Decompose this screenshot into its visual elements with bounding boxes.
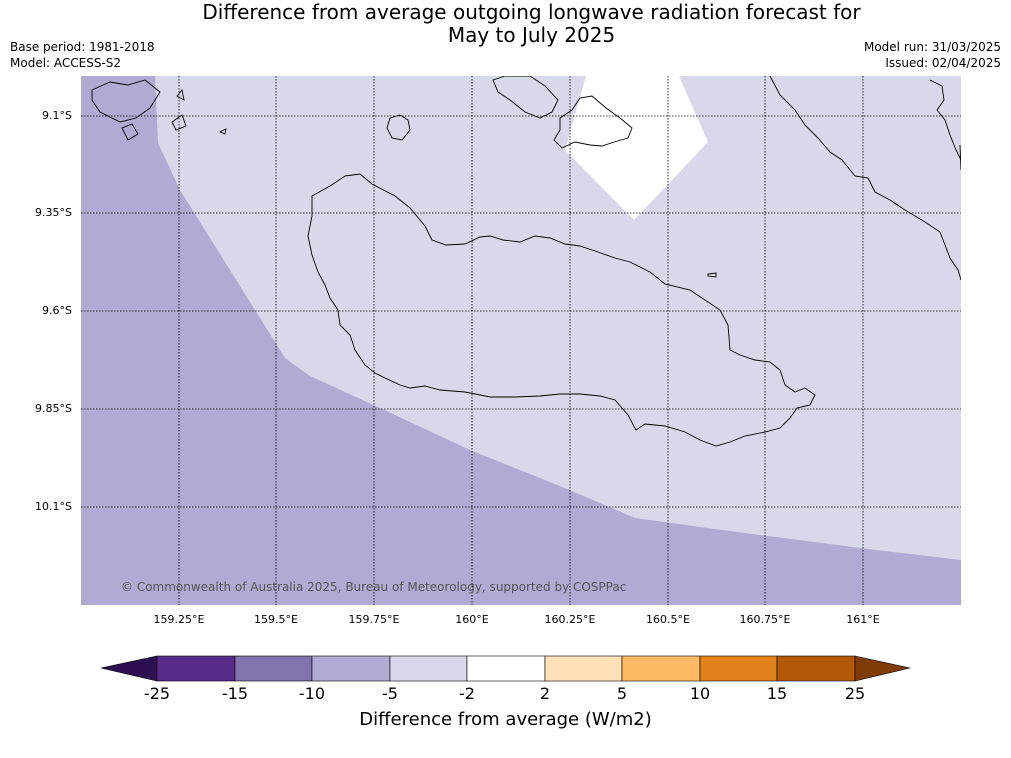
grid-lines <box>81 76 961 605</box>
colorbar-bin-4 <box>389 655 468 682</box>
colorbar-tick-label: -10 <box>298 684 326 703</box>
colorbar-bin-1 <box>156 655 236 682</box>
colorbar-label: Difference from average (W/m2) <box>359 709 652 730</box>
colorbar-bin-7 <box>621 655 701 682</box>
lon-tick-label: 159.75°E <box>348 613 400 626</box>
lon-tick-label: 160.5°E <box>646 613 690 626</box>
region-minus5-to-minus2 <box>155 76 961 560</box>
lat-tick-label: 9.35°S <box>35 206 72 219</box>
colorbar-bin-8 <box>699 655 778 682</box>
model-name: Model: ACCESS-S2 <box>10 56 122 70</box>
colorbar-extend-low <box>100 655 158 682</box>
colorbar-bin-6 <box>544 655 623 682</box>
colorbar-tick-label: -25 <box>143 684 171 703</box>
lat-tick-label: 9.1°S <box>42 109 72 122</box>
coast-malaita-north <box>929 79 961 161</box>
lat-tick-label: 9.85°S <box>35 402 72 415</box>
colorbar-bin-5 <box>466 655 546 682</box>
island-small <box>386 114 411 141</box>
colorbar-tick-label: -2 <box>459 684 475 703</box>
lat-tick-label: 9.6°S <box>42 304 72 317</box>
colorbar-bin-9 <box>776 655 856 682</box>
colorbar-tick-label: -15 <box>221 684 249 703</box>
colorbar-bin-3 <box>311 655 391 682</box>
colorbar-tick-label: 2 <box>539 684 551 703</box>
colorbar-extend-high <box>854 655 911 682</box>
colorbar-tick-label: 15 <box>766 684 788 703</box>
coast-malaita <box>769 76 961 281</box>
map-title-line2: May to July 2025 <box>447 23 616 47</box>
region-minus2-to-2 <box>565 76 708 220</box>
colorbar-tick-label: 10 <box>689 684 711 703</box>
colorbar <box>100 655 911 682</box>
map-title-line1: Difference from average outgoing longwav… <box>202 0 861 24</box>
lon-tick-label: 160.25°E <box>544 613 596 626</box>
lat-tick-label: 10.1°S <box>35 500 72 513</box>
lon-tick-label: 161°E <box>846 613 880 626</box>
lon-tick-label: 160.75°E <box>739 613 791 626</box>
base-period: Base period: 1981-2018 <box>10 40 155 54</box>
meta-right: Model run: 31/03/2025 Issued: 02/04/2025 <box>864 39 1001 71</box>
colorbar-bin-2 <box>234 655 313 682</box>
meta-left: Base period: 1981-2018 Model: ACCESS-S2 <box>10 39 155 71</box>
island-guadalcanal <box>307 173 816 447</box>
colorbar-tick-label: 5 <box>616 684 628 703</box>
lon-tick-label: 160°E <box>455 613 489 626</box>
colorbar-tick-label: 25 <box>844 684 866 703</box>
island-russell <box>91 79 161 123</box>
model-run: Model run: 31/03/2025 <box>863 40 1001 54</box>
island-florida <box>553 95 633 149</box>
issued-date: Issued: 02/04/2025 <box>885 56 1001 70</box>
copyright-notice: © Commonwealth of Australia 2025, Bureau… <box>121 580 627 594</box>
lon-tick-label: 159.25°E <box>153 613 205 626</box>
lon-tick-label: 159.5°E <box>254 613 298 626</box>
colorbar-tick-label: -5 <box>382 684 398 703</box>
coastlines <box>91 76 961 447</box>
